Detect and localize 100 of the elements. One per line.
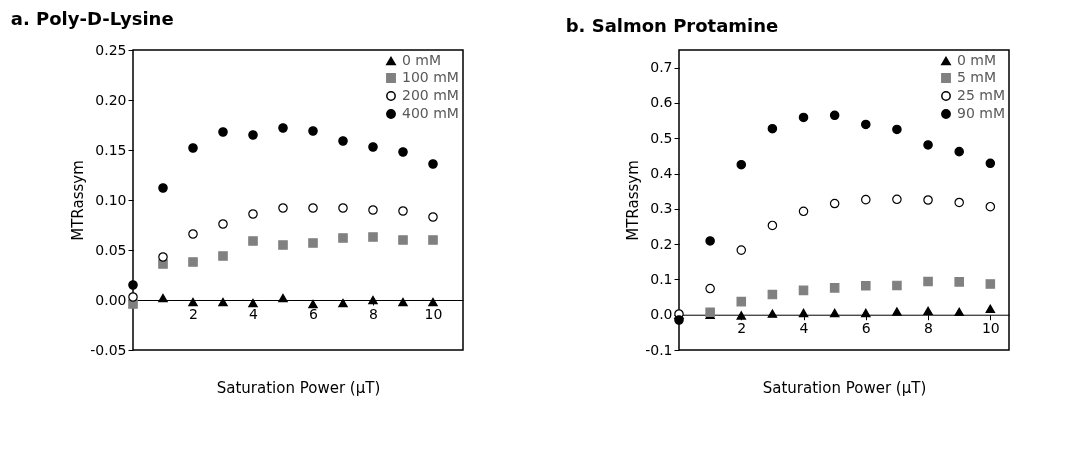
point (923, 195, 933, 205)
x-axis-title: Saturation Power (μT) (762, 378, 927, 397)
y-tick-label: -0.1 (645, 341, 673, 358)
legend-label: 100 mM (402, 69, 459, 85)
point (398, 297, 408, 307)
y-tick-label: 0.1 (650, 270, 673, 287)
point (218, 251, 228, 261)
x-tick-label: 2 (189, 305, 198, 322)
point (278, 293, 288, 303)
legend-label: 5 mM (957, 69, 997, 85)
legend-label: 0 mM (957, 52, 997, 68)
point (705, 236, 715, 246)
point (368, 295, 378, 305)
point (923, 306, 933, 316)
point (368, 142, 378, 152)
x-tick-label: 10 (981, 320, 1000, 337)
point (158, 183, 168, 193)
y-tick-label: 0.15 (95, 141, 127, 158)
point (767, 123, 778, 134)
point (278, 240, 288, 250)
y-tick-label: 0.5 (650, 129, 673, 146)
point (861, 280, 871, 291)
point (428, 297, 438, 307)
point (736, 311, 747, 320)
y-tick-label: 0.0 (650, 306, 673, 323)
point (829, 283, 840, 293)
point (705, 283, 715, 294)
point (861, 194, 871, 205)
y-tick-label: 0.10 (95, 191, 127, 208)
point (861, 308, 871, 318)
point (892, 307, 902, 316)
x-tick-label: 8 (924, 320, 934, 337)
point (218, 127, 228, 137)
x-axis-title: Saturation Power (μT) (216, 378, 381, 397)
y-tick-label: 0.2 (650, 235, 673, 252)
point (954, 277, 964, 287)
point (188, 257, 198, 267)
point (398, 147, 408, 157)
legend-label: 0 mM (402, 52, 442, 68)
point (829, 198, 840, 209)
point (398, 206, 408, 216)
x-tick-label: 6 (309, 305, 319, 322)
point (338, 298, 348, 308)
point (308, 299, 318, 309)
point (861, 119, 871, 130)
point (985, 279, 996, 289)
point (278, 203, 288, 213)
y-tick-label: 0.6 (650, 94, 673, 111)
point (218, 219, 228, 229)
y-tick-label: 0.4 (650, 165, 673, 182)
point (428, 212, 438, 222)
y-axis-title: MTRassym (624, 160, 643, 241)
point (368, 205, 378, 215)
y-tick-label: 0.05 (95, 241, 127, 258)
y-tick-label: 0.3 (650, 200, 673, 217)
point (798, 206, 809, 217)
point (338, 233, 348, 243)
point (923, 276, 933, 287)
y-tick-label: 0.25 (95, 41, 127, 58)
point (248, 236, 258, 246)
y-tick-label: 0.7 (650, 59, 673, 76)
point (368, 232, 378, 242)
legend-label: 25 mM (957, 87, 1005, 103)
point (218, 297, 228, 307)
point (798, 112, 809, 123)
chart-title: a. Poly-D-Lysine (10, 8, 174, 29)
point (278, 123, 288, 133)
legend-label: 200 mM (402, 87, 459, 103)
point (188, 229, 198, 239)
point (308, 238, 318, 248)
y-tick-label: 0.00 (95, 291, 127, 308)
y-tick-label: 0.20 (95, 91, 127, 108)
point (954, 307, 964, 317)
point (428, 235, 438, 245)
point (398, 235, 408, 245)
point (128, 280, 138, 290)
point (158, 252, 168, 262)
point (829, 308, 840, 318)
x-tick-label: 10 (424, 305, 443, 322)
point (736, 245, 747, 255)
point (767, 289, 778, 300)
chart-title: b. Salmon Protamine (565, 15, 779, 36)
point (428, 159, 438, 169)
point (188, 143, 198, 153)
y-tick-label: -0.05 (90, 341, 127, 358)
x-tick-label: 4 (249, 305, 259, 322)
point (892, 194, 902, 205)
x-tick-label: 2 (737, 320, 747, 337)
point (923, 140, 933, 150)
point (158, 293, 168, 303)
point (985, 158, 996, 169)
point (736, 159, 747, 170)
y-axis-title: MTRassym (69, 160, 88, 241)
legend-label: 90 mM (957, 105, 1005, 121)
point (338, 203, 348, 213)
x-tick-label: 6 (861, 320, 871, 337)
point (188, 297, 198, 307)
point (767, 220, 778, 231)
point (128, 292, 138, 302)
point (248, 298, 258, 308)
